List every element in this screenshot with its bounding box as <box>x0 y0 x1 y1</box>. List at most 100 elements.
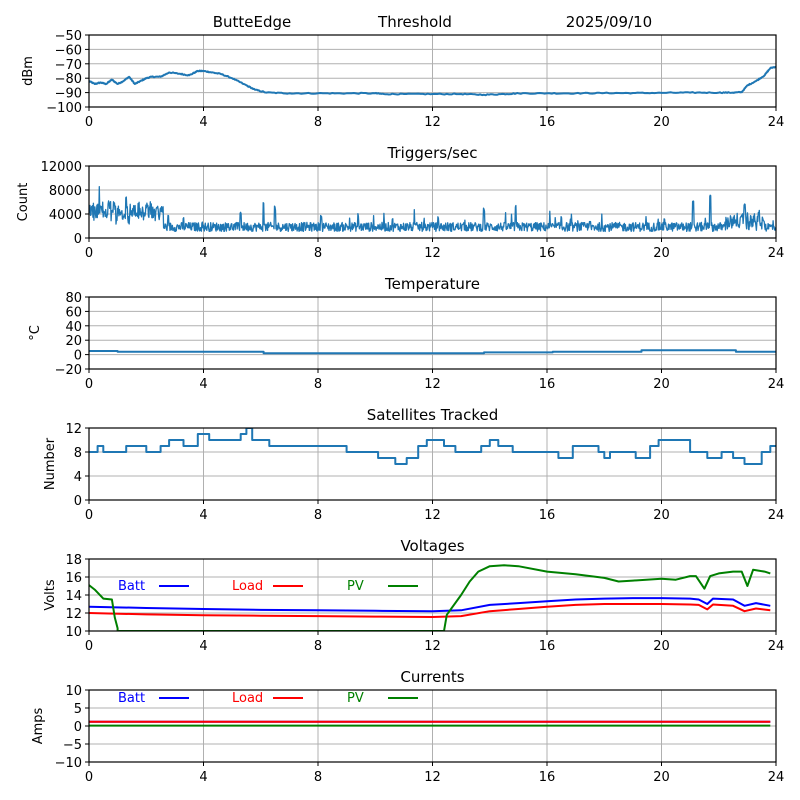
y-tick-label: 8000 <box>49 184 82 199</box>
x-tick-label: 24 <box>768 508 785 523</box>
y-tick-label: 5 <box>74 702 82 717</box>
x-tick-label: 12 <box>424 770 441 785</box>
panel-triggers: 0 4 8 12 16 20 24 12000 8000 4000 0 Count Triggers/s… <box>16 144 784 261</box>
series-temperature-line <box>89 349 776 355</box>
x-tick-label: 12 <box>424 639 441 654</box>
series-group <box>89 186 776 233</box>
x-tick-label: 8 <box>314 639 322 654</box>
header-date: 2025/09/10 <box>566 13 652 31</box>
x-tick-label: 4 <box>199 246 207 261</box>
y-tick-label: −10 <box>55 756 82 771</box>
x-tick-label: 24 <box>768 115 785 130</box>
legend-label-pv: PV <box>347 579 364 594</box>
y-tick-label: 16 <box>65 571 82 586</box>
x-tick-label: 4 <box>199 639 207 654</box>
x-tick-label: 20 <box>653 770 670 785</box>
x-tick-label: 24 <box>768 770 785 785</box>
x-tick-label: 4 <box>199 115 207 130</box>
y-tick-label: 4 <box>74 470 82 485</box>
x-tick-label: 12 <box>424 508 441 523</box>
y-tick-label: 10 <box>65 625 82 640</box>
series-satellites-line <box>89 428 776 465</box>
series-load-line <box>89 603 771 618</box>
y-tick-label: 0 <box>74 720 82 735</box>
y-axis-label: Number <box>43 437 58 490</box>
y-tick-label: 40 <box>65 320 82 335</box>
y-tick-label: 20 <box>65 334 82 349</box>
x-tick-label: 24 <box>768 246 785 261</box>
series-group <box>89 65 776 97</box>
x-tick-label: 16 <box>539 246 556 261</box>
header-station: ButteEdge <box>213 13 292 31</box>
y-tick-label: 4000 <box>49 208 82 223</box>
y-tick-label: −100 <box>46 101 82 116</box>
y-tick-label: 0 <box>74 349 82 364</box>
y-tick-label: 12 <box>65 607 82 622</box>
x-tick-label: 12 <box>424 377 441 392</box>
x-tick-label: 20 <box>653 377 670 392</box>
x-tick-label: 8 <box>314 246 322 261</box>
y-tick-label: 60 <box>65 305 82 320</box>
y-tick-label: 14 <box>65 589 82 604</box>
x-tick-label: 24 <box>768 639 785 654</box>
series-group <box>89 564 771 631</box>
x-tick-label: 20 <box>653 115 670 130</box>
x-tick-label: 8 <box>314 770 322 785</box>
y-tick-label: −80 <box>55 72 82 87</box>
y-tick-label: 80 <box>65 291 82 306</box>
y-tick-label: −20 <box>55 363 82 378</box>
y-tick-label: 0 <box>74 494 82 509</box>
panel-voltages: 0 4 8 12 16 20 24 18 16 14 12 10 Volts Voltages Batt Lo… <box>43 537 784 654</box>
series-pv-line <box>89 564 771 631</box>
y-tick-label: −5 <box>63 738 82 753</box>
panel-satellites: 0 4 8 12 16 20 24 12 8 4 0 Number Satellites Tracked <box>43 406 784 523</box>
legend-label-pv: PV <box>347 691 364 706</box>
series-group <box>89 720 771 727</box>
series-group <box>89 349 776 355</box>
y-axis-label: Amps <box>31 707 46 744</box>
x-tick-label: 12 <box>424 246 441 261</box>
x-tick-label: 12 <box>424 115 441 130</box>
header-mode: Threshold <box>377 13 452 31</box>
chart-title: Satellites Tracked <box>367 406 498 424</box>
x-tick-label: 0 <box>85 770 93 785</box>
y-tick-label: 18 <box>65 553 82 568</box>
y-tick-label: −70 <box>55 58 82 73</box>
x-tick-label: 0 <box>85 246 93 261</box>
x-tick-label: 8 <box>314 115 322 130</box>
y-axis-label: dBm <box>21 56 36 86</box>
panel-currents: 0 4 8 12 16 20 24 10 5 0 −5 −10 Amps Currents Batt Load… <box>31 668 784 785</box>
chart-title: Triggers/sec <box>387 144 478 162</box>
legend-label-load: Load <box>232 579 263 594</box>
x-tick-label: 4 <box>199 377 207 392</box>
chart-title: Voltages <box>400 537 464 555</box>
x-tick-label: 20 <box>653 508 670 523</box>
y-tick-label: 12000 <box>41 160 82 175</box>
chart-title: Temperature <box>384 275 480 293</box>
series-triggers-line <box>89 186 776 233</box>
x-tick-label: 0 <box>85 377 93 392</box>
y-tick-label: −90 <box>55 87 82 102</box>
x-tick-label: 24 <box>768 377 785 392</box>
x-tick-label: 0 <box>85 508 93 523</box>
x-tick-label: 20 <box>653 246 670 261</box>
panel-threshold: 0 4 8 12 16 20 24 −50−60−70−80−90−100 dBm <box>21 29 784 130</box>
chart-title: Currents <box>400 668 464 686</box>
series-threshold-line <box>89 65 776 97</box>
x-tick-label: 4 <box>199 508 207 523</box>
series-batt-line <box>89 597 771 613</box>
y-tick-label: 0 <box>74 232 82 247</box>
y-tick-label: 12 <box>65 422 82 437</box>
x-tick-label: 16 <box>539 508 556 523</box>
x-tick-label: 4 <box>199 770 207 785</box>
x-tick-label: 16 <box>539 639 556 654</box>
series-group <box>89 428 776 465</box>
legend-label-batt: Batt <box>118 579 145 594</box>
x-tick-label: 16 <box>539 377 556 392</box>
x-tick-label: 8 <box>314 508 322 523</box>
y-tick-label: −60 <box>55 43 82 58</box>
x-tick-label: 8 <box>314 377 322 392</box>
